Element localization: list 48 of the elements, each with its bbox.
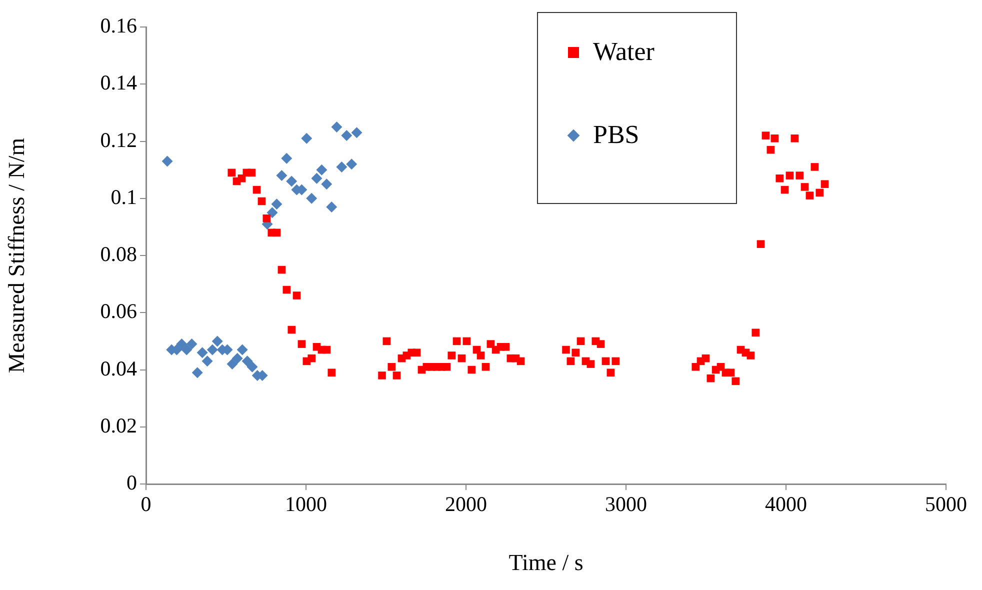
point	[242, 356, 253, 367]
point	[331, 121, 342, 132]
legend-label: PBS	[593, 120, 640, 150]
point	[266, 207, 278, 218]
point	[162, 156, 173, 167]
point	[276, 170, 288, 182]
point	[186, 338, 198, 350]
point	[246, 361, 258, 372]
y-tick-label: 0.12	[100, 128, 137, 152]
x-tick-label: 4000	[765, 492, 807, 516]
x-tick-label: 1000	[285, 492, 327, 516]
point	[346, 158, 358, 170]
point	[306, 192, 318, 204]
point	[226, 358, 238, 370]
point	[311, 172, 322, 184]
point	[212, 336, 223, 347]
point	[336, 161, 348, 172]
point	[286, 176, 298, 187]
point	[301, 132, 312, 144]
x-tick-label: 2000	[445, 492, 487, 516]
y-tick-label: 0.08	[100, 242, 137, 266]
x-tick-label: 5000	[925, 492, 967, 516]
legend-label: Water	[593, 37, 654, 67]
x-axis-title: Time / s	[508, 550, 584, 576]
x-tick-label: 3000	[605, 492, 647, 516]
y-axis-title: Measured Stiffness / N/m	[4, 138, 29, 374]
point	[196, 347, 208, 358]
point	[181, 344, 192, 356]
point	[202, 356, 213, 367]
y-tick-label: 0	[126, 470, 137, 495]
y-tick-label: 0.1	[110, 184, 137, 209]
point	[316, 164, 328, 176]
point	[192, 367, 203, 378]
y-tick-label: 0.02	[100, 413, 137, 438]
point	[176, 338, 188, 350]
y-tick-label: 0.14	[100, 70, 138, 95]
y-tick-label: 0.04	[100, 356, 138, 380]
point	[236, 344, 248, 356]
point	[232, 352, 243, 364]
point	[341, 130, 352, 142]
point	[321, 178, 332, 190]
point	[326, 201, 338, 212]
y-tick-label: 0.06	[100, 299, 137, 324]
point	[281, 152, 292, 164]
y-tick-label: 0.16	[100, 14, 137, 38]
point	[271, 198, 282, 210]
point	[206, 344, 218, 356]
point	[351, 127, 362, 138]
